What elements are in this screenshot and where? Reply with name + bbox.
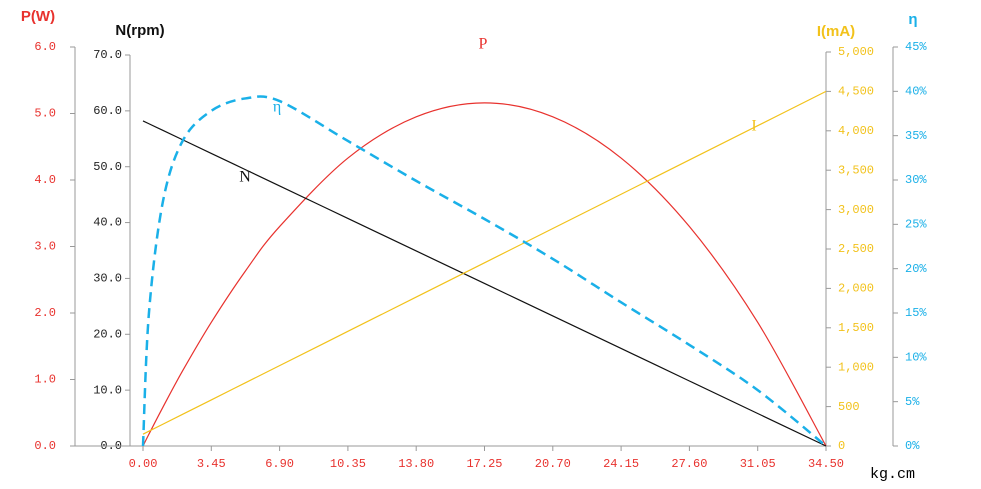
y-tick-label: 40% xyxy=(905,85,927,99)
x-tick-label: 34.50 xyxy=(808,457,844,471)
x-tick-label: 6.90 xyxy=(265,457,294,471)
y-tick-label: 500 xyxy=(838,400,860,414)
y-tick-label: 70.0 xyxy=(93,48,122,62)
y-tick-label: 5% xyxy=(905,395,920,409)
y-tick-label: 10.0 xyxy=(93,383,122,397)
x-tick-label: 20.70 xyxy=(535,457,571,471)
y-tick-label: 4.0 xyxy=(34,173,56,187)
x-tick-label: 24.15 xyxy=(603,457,639,471)
y-tick-label: 10% xyxy=(905,351,927,365)
x-tick-label: 27.60 xyxy=(671,457,707,471)
y-tick-label: 2,500 xyxy=(838,242,874,256)
series-label: η xyxy=(273,99,281,116)
y-axis-title: P(W) xyxy=(21,8,55,25)
y-tick-label: 4,500 xyxy=(838,85,874,99)
series-line xyxy=(142,102,827,447)
y-tick-label: 60.0 xyxy=(93,104,122,118)
y-tick-label: 2.0 xyxy=(34,306,56,320)
y-tick-label: 15% xyxy=(905,306,927,320)
y-tick-label: 20% xyxy=(905,262,927,276)
series-label: I xyxy=(751,118,756,135)
x-tick-label: 31.05 xyxy=(740,457,776,471)
y-tick-label: 3,000 xyxy=(838,203,874,217)
y-tick-label: 30.0 xyxy=(93,272,122,286)
y-tick-label: 3.0 xyxy=(34,240,56,254)
y-tick-label: 35% xyxy=(905,129,927,143)
y-tick-label: 3,500 xyxy=(838,163,874,177)
series-line xyxy=(141,95,827,447)
series-label: P xyxy=(479,36,488,53)
y-tick-label: 1.0 xyxy=(34,373,56,387)
x-tick-label: 0.00 xyxy=(129,457,158,471)
y-tick-label: 20.0 xyxy=(93,327,122,341)
series-line xyxy=(142,90,827,435)
y-tick-label: 1,000 xyxy=(838,360,874,374)
y-tick-label: 4,000 xyxy=(838,124,874,138)
y-tick-label: 5,000 xyxy=(838,45,874,59)
series-line xyxy=(142,120,827,447)
x-tick-label: 3.45 xyxy=(197,457,226,471)
y-tick-label: 0.0 xyxy=(34,439,56,453)
series-label: N xyxy=(239,169,251,186)
y-tick-label: 25% xyxy=(905,218,927,232)
y-tick-label: 50.0 xyxy=(93,160,122,174)
y-tick-label: 1,500 xyxy=(838,321,874,335)
y-tick-label: 0 xyxy=(838,439,845,453)
y-axis-title: η xyxy=(908,11,917,28)
y-tick-label: 2,000 xyxy=(838,282,874,296)
y-axis-title: I(mA) xyxy=(817,23,855,40)
y-tick-label: 5.0 xyxy=(34,107,56,121)
x-tick-label: 13.80 xyxy=(398,457,434,471)
x-axis-title: kg.cm xyxy=(870,466,915,483)
y-axis-title: N(rpm) xyxy=(115,22,164,39)
y-tick-label: 0% xyxy=(905,439,920,453)
x-tick-label: 17.25 xyxy=(466,457,502,471)
y-tick-label: 30% xyxy=(905,173,927,187)
y-tick-label: 40.0 xyxy=(93,216,122,230)
x-tick-label: 10.35 xyxy=(330,457,366,471)
y-tick-label: 6.0 xyxy=(34,40,56,54)
y-tick-label: 45% xyxy=(905,40,927,54)
